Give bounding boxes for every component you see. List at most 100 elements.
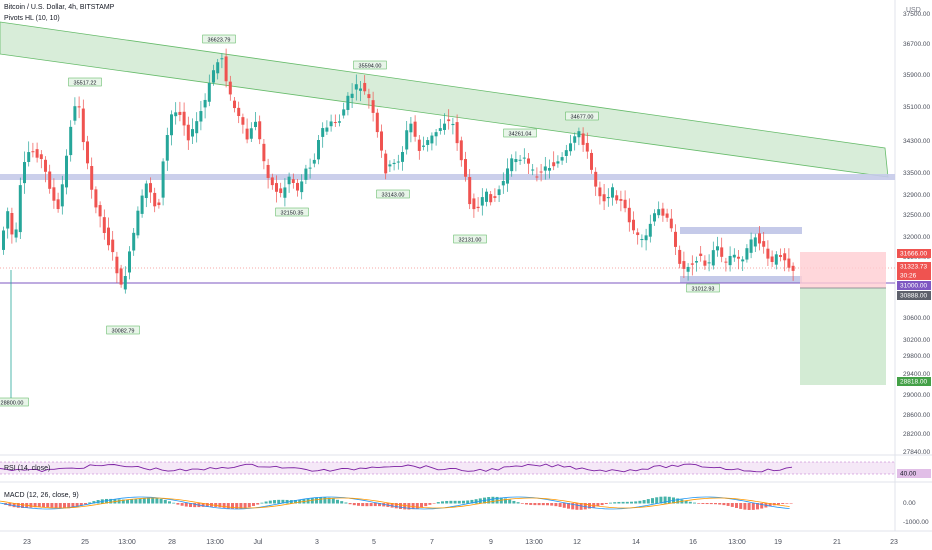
macd-bar <box>726 503 730 506</box>
pivot-label-box <box>202 34 236 44</box>
macd-bar <box>168 501 171 504</box>
candle-body <box>287 176 291 185</box>
candle-body <box>304 168 308 180</box>
candle-body <box>430 135 434 144</box>
pivot-label-box <box>503 128 537 138</box>
candle-body <box>346 95 350 110</box>
candle-body <box>123 276 127 290</box>
macd-bar <box>231 503 234 509</box>
candle-body <box>266 164 270 178</box>
price-tag <box>897 377 931 386</box>
stop-zone[interactable] <box>800 252 886 288</box>
candle-body <box>233 100 236 109</box>
macd-bar <box>642 500 646 504</box>
macd-bar <box>130 499 134 504</box>
pivot-labels: 36623.79 35517.22 35594.00 34261.04 34677.00… <box>0 34 720 407</box>
range-box-top[interactable] <box>680 227 802 234</box>
candle-body <box>665 213 669 218</box>
candle-body <box>371 100 375 113</box>
macd-bar <box>756 503 759 510</box>
macd-bar <box>470 499 474 504</box>
candle-body <box>216 62 220 74</box>
candle-body <box>564 150 568 156</box>
macd-bar <box>222 503 226 508</box>
macd-bar <box>688 501 692 504</box>
time-axis[interactable]: 23 25 13:00 28 13:00 Jul 3 5 7 9 13:00 12 14 16 13:00 1… <box>23 539 898 546</box>
y-tick-label: 32500.00 <box>903 212 930 219</box>
candle-body <box>548 167 551 171</box>
price-tag-label: 30:26 <box>900 273 917 280</box>
macd-bar <box>327 497 331 504</box>
candle-body <box>539 171 543 173</box>
candle-body <box>329 121 333 127</box>
candle-body <box>711 250 715 266</box>
macd-tick-label: 0.00 <box>903 500 916 507</box>
macd-bar <box>67 503 71 509</box>
macd-bar <box>474 499 478 504</box>
candle-body <box>275 183 278 192</box>
pivot-label: 28800.00 <box>1 401 24 407</box>
candle-body <box>409 123 413 133</box>
candle-body <box>543 166 547 171</box>
candle-body <box>308 167 312 169</box>
candle-body <box>10 213 14 235</box>
candle-body <box>480 197 484 206</box>
candle-body <box>170 114 173 136</box>
macd-bar <box>264 501 268 504</box>
candle-body <box>291 179 295 183</box>
price-tag-label: 30888.00 <box>900 293 927 300</box>
macd-bar <box>567 503 570 509</box>
candle-body <box>102 217 106 233</box>
descending-channel[interactable] <box>0 21 889 178</box>
price-tag <box>897 281 931 290</box>
candle-body <box>44 159 47 172</box>
candle-body <box>195 121 199 134</box>
macd-bar <box>193 503 197 508</box>
y-tick-label: 28200.00 <box>903 431 930 438</box>
macd-bar <box>42 503 45 507</box>
candle-body <box>178 111 182 115</box>
macd-bar <box>546 503 549 506</box>
candle-body <box>333 122 337 124</box>
macd-bar <box>180 503 184 506</box>
candle-body <box>716 246 719 251</box>
candle-body <box>737 256 740 259</box>
candle-body <box>690 263 694 265</box>
macd-bar <box>121 499 125 504</box>
macd-bar <box>33 503 37 508</box>
macd-bar <box>172 502 176 504</box>
price-tag-label: 40.00 <box>900 471 917 478</box>
candle-body <box>396 161 400 163</box>
macd-bar <box>663 496 667 504</box>
candle-body <box>90 166 94 190</box>
price-tag <box>897 249 931 258</box>
macd-bar <box>260 502 264 504</box>
target-zone[interactable] <box>800 288 886 385</box>
pivot-label: 34261.04 <box>509 132 532 138</box>
macd-bar <box>147 497 150 504</box>
price-tag-label: 31000.00 <box>900 283 927 290</box>
horizontal-zone[interactable] <box>0 174 895 180</box>
macd-bar <box>604 503 608 504</box>
candle-body <box>94 189 98 208</box>
macd-bar <box>579 503 583 510</box>
macd-bar <box>54 503 58 508</box>
macd-bar <box>537 503 541 506</box>
macd-bar <box>701 503 705 504</box>
candle-body <box>447 119 451 122</box>
price-tag-label: 31323.73 <box>900 264 927 271</box>
candle-body <box>65 155 68 188</box>
candle-body <box>611 187 614 198</box>
candle-body <box>39 154 43 160</box>
range-box-bottom[interactable] <box>680 276 802 283</box>
candle-body <box>434 132 438 137</box>
macd-bar <box>117 499 121 504</box>
candle-body <box>363 82 367 92</box>
macd-bar <box>298 499 302 504</box>
candle-body <box>73 106 77 121</box>
macd-bar <box>415 503 419 509</box>
macd-bar <box>84 503 87 505</box>
macd-bar <box>390 503 394 508</box>
candle-body <box>422 145 425 147</box>
